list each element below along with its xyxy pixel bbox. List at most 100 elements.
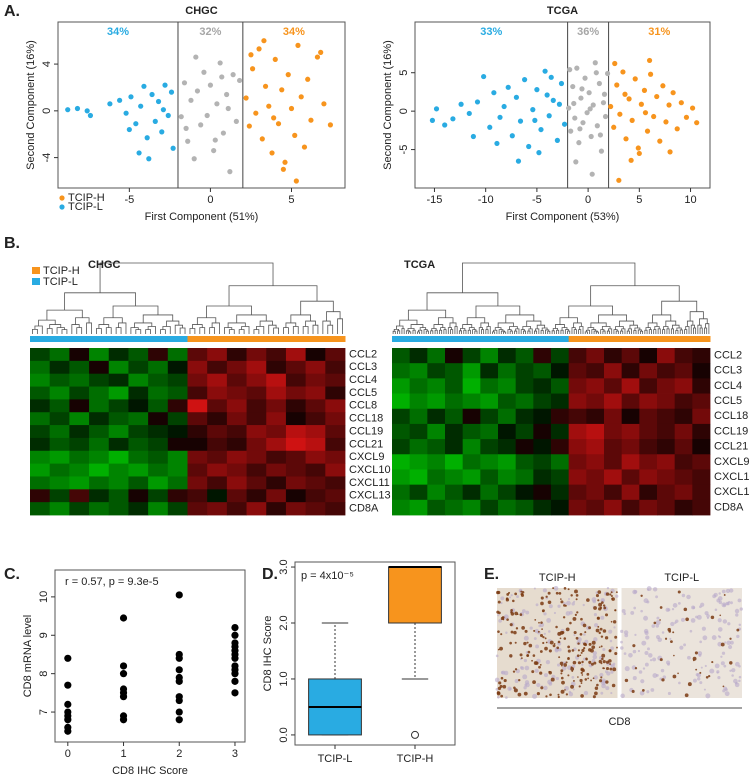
group-bar: [108, 336, 129, 342]
heatmap-cell: [285, 399, 307, 413]
heatmap-cell: [462, 408, 481, 425]
tissue-texture: [714, 608, 718, 612]
heatmap-cell: [30, 425, 51, 439]
stain-dot: [555, 625, 558, 629]
tissue-texture: [717, 676, 721, 680]
legend-marker: [32, 278, 40, 285]
point: [566, 105, 572, 111]
stain-dot: [615, 591, 618, 594]
point: [620, 69, 626, 75]
tissue-texture: [717, 627, 723, 632]
point: [538, 126, 544, 133]
stain-dot: [531, 659, 533, 662]
row-label: CXCL10: [349, 464, 391, 476]
tissue-texture: [535, 644, 539, 649]
stain-dot: [592, 677, 595, 680]
stain-dot: [561, 680, 565, 685]
tissue-texture: [623, 612, 627, 616]
tissue-texture: [620, 646, 624, 650]
heatmap-cell: [266, 348, 287, 362]
heatmap-cell: [692, 499, 711, 516]
group-bar: [498, 336, 517, 342]
heatmap-cell: [392, 363, 411, 379]
heatmap-cell: [266, 412, 287, 426]
heatmap-cell: [325, 425, 346, 439]
heatmap-cell: [325, 489, 346, 503]
heatmap-cell: [551, 484, 570, 501]
heatmap-cell: [246, 489, 267, 503]
heatmap-cell: [515, 378, 534, 394]
point: [178, 114, 184, 120]
stain-dot: [536, 692, 540, 696]
tissue-texture: [516, 595, 519, 598]
stain-dot: [538, 621, 540, 624]
group-bar: [604, 336, 623, 342]
heatmap-cell: [226, 463, 247, 477]
stain-dot: [584, 678, 588, 681]
legend-marker: [59, 204, 65, 210]
stain-dot: [694, 651, 698, 655]
stain-dot: [577, 642, 580, 645]
heatmap-cell: [445, 393, 464, 410]
stain-dot: [596, 683, 599, 687]
tissue-texture: [717, 618, 722, 623]
heatmap-cell: [533, 454, 552, 470]
stain-dot: [659, 619, 661, 621]
stain-dot: [624, 678, 629, 683]
tissue-texture: [594, 623, 599, 628]
stain-dot: [614, 609, 617, 612]
stain-dot: [580, 617, 583, 621]
heatmap-cell: [167, 476, 188, 490]
heatmap-cell: [533, 469, 552, 486]
stain-dot: [570, 666, 573, 669]
plot-frame: [414, 21, 711, 189]
tissue-texture: [498, 619, 502, 623]
tissue-texture: [641, 640, 647, 646]
stain-dot: [574, 613, 577, 616]
x-tick-label: 5: [288, 194, 294, 206]
point: [573, 159, 579, 165]
point: [666, 102, 672, 108]
heatmap-cell: [226, 437, 247, 452]
heatmap-cell: [462, 393, 481, 410]
heatmap-cell: [533, 439, 552, 455]
tissue-texture: [657, 637, 663, 643]
point: [256, 46, 262, 52]
stain-dot: [509, 623, 513, 627]
stain-dot: [518, 678, 521, 682]
heatmap-cell: [325, 463, 346, 477]
heatmap-cell: [187, 360, 208, 375]
point: [183, 125, 189, 131]
tissue-texture: [510, 594, 513, 597]
tissue-texture: [583, 690, 589, 696]
tissue-texture: [648, 653, 653, 658]
stain-dot: [545, 595, 548, 598]
stain-dot: [598, 602, 603, 607]
heatmap-cell: [568, 454, 587, 470]
tissue-texture: [593, 675, 598, 680]
heatmap-cell: [148, 450, 169, 465]
region-label: 32%: [199, 26, 221, 38]
point: [198, 122, 204, 128]
heatmap-cell: [49, 386, 70, 400]
heatmap-cell: [692, 363, 711, 379]
tissue-texture: [624, 666, 630, 672]
heatmap-cell: [246, 348, 267, 362]
heatmap-cell: [128, 437, 149, 452]
heatmap-cell: [325, 360, 346, 375]
stain-dot: [569, 621, 572, 625]
heatmap-cell: [692, 393, 711, 410]
stain-dot: [502, 684, 507, 689]
stain-dot: [548, 670, 551, 674]
heatmap-cell: [586, 439, 605, 455]
heatmap-cell: [586, 469, 605, 486]
tissue-texture: [500, 601, 503, 605]
stain-dot: [521, 626, 525, 630]
tissue-texture: [507, 686, 512, 691]
panel-label: A.: [4, 3, 20, 20]
stain-dot: [603, 667, 605, 670]
tissue-texture: [583, 633, 586, 636]
point: [616, 177, 622, 183]
heatmap-cell: [148, 489, 169, 503]
heatmap-cell: [148, 373, 169, 387]
